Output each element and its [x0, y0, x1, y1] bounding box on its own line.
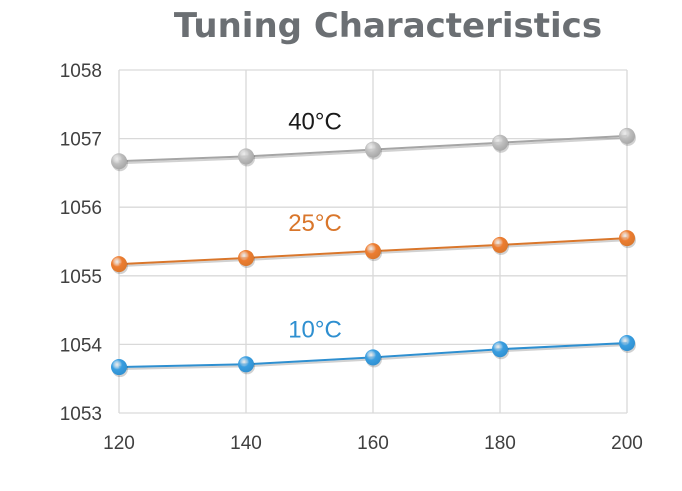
- y-tick-label: 1054: [60, 335, 103, 356]
- x-tick-label: 180: [484, 433, 516, 454]
- series-label: 10°C: [288, 316, 342, 343]
- x-tick-label: 140: [230, 433, 262, 454]
- series-label: 40°C: [288, 109, 342, 136]
- series-label: 25°C: [288, 210, 342, 237]
- data-point: [365, 243, 381, 260]
- y-axis-ticks: 1053 1054 1055 1056 1057 1058: [60, 61, 103, 425]
- data-point: [365, 349, 381, 366]
- series-labels: 40°C 25°C 10°C: [288, 109, 342, 344]
- data-point: [238, 356, 254, 373]
- x-tick-label: 120: [103, 433, 135, 454]
- x-tick-label: 160: [357, 433, 389, 454]
- data-point: [619, 127, 635, 144]
- data-point: [619, 230, 635, 247]
- data-point: [111, 256, 127, 273]
- data-point: [111, 153, 127, 170]
- x-axis-ticks: 120 140 160 180 200: [103, 433, 643, 454]
- chart-title: Tuning Characteristics: [174, 6, 602, 46]
- data-point: [619, 335, 635, 352]
- y-tick-label: 1057: [60, 130, 102, 151]
- x-tick-label: 200: [611, 433, 643, 454]
- y-tick-label: 1058: [60, 61, 102, 82]
- data-point: [238, 148, 254, 165]
- data-point: [238, 249, 254, 266]
- series-1: [111, 230, 636, 275]
- y-tick-label: 1056: [60, 198, 102, 219]
- y-tick-label: 1053: [60, 404, 102, 425]
- data-point: [492, 134, 508, 151]
- data-point: [492, 236, 508, 253]
- series-0: [111, 127, 636, 172]
- series-lines: [111, 127, 636, 378]
- series-2: [111, 335, 636, 378]
- data-point: [492, 341, 508, 358]
- data-point: [365, 141, 381, 158]
- data-point: [111, 359, 127, 376]
- y-tick-label: 1055: [60, 267, 102, 288]
